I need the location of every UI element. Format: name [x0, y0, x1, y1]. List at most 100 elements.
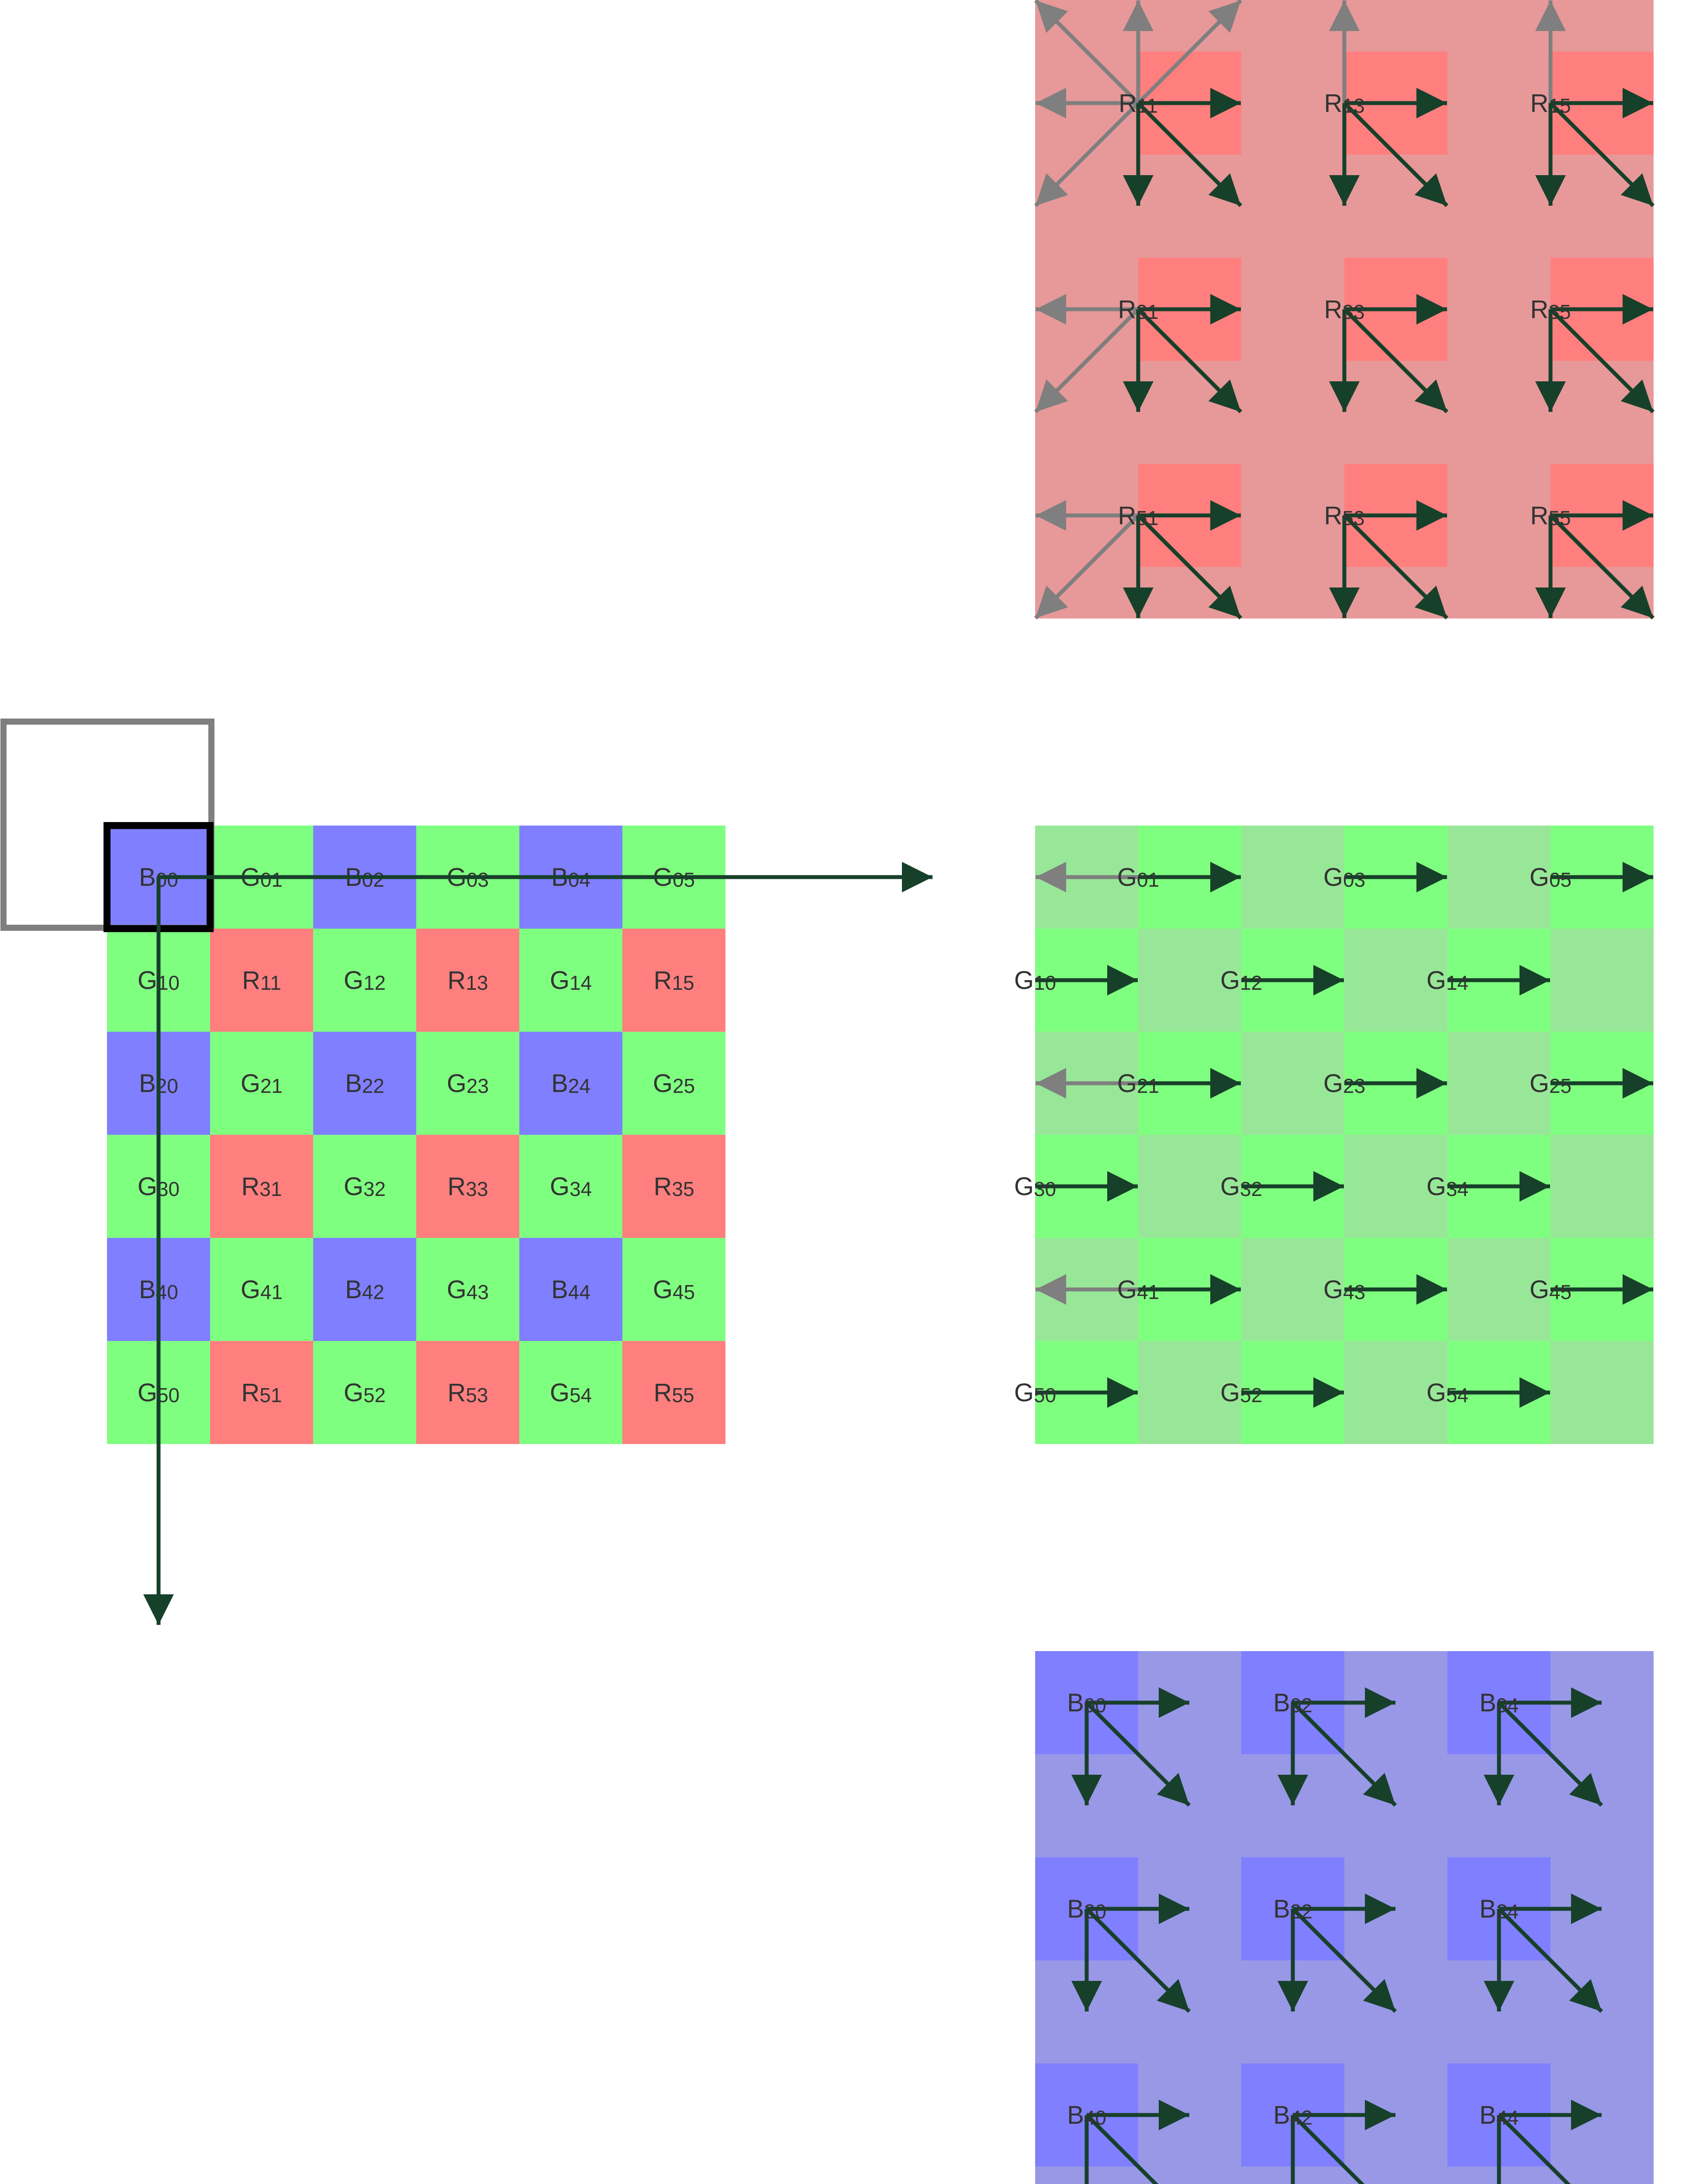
red-33-diagonal-arrow: [1343, 308, 1449, 414]
cell-index: 25: [673, 1075, 695, 1097]
blue-00-diagonal-arrow: [1085, 1701, 1191, 1807]
channel-letter: G: [344, 1172, 363, 1201]
red-upleft-neighbour-arrow: [1034, 0, 1140, 105]
cell-label-G50: G50: [1014, 1379, 1056, 1407]
cell-index: 01: [1137, 868, 1159, 891]
channel-letter: R: [653, 1172, 672, 1201]
cell-label-G45: G45: [1530, 1275, 1571, 1304]
cell-index: 44: [568, 1281, 591, 1303]
channel-letter: G: [447, 1069, 466, 1098]
cell-label-B20: B20: [1067, 1895, 1106, 1923]
channel-letter: R: [1530, 89, 1548, 117]
cell-label-R51: R51: [1118, 501, 1158, 530]
mosaic-cell-G34: [519, 1135, 622, 1238]
cell-index: 45: [673, 1281, 695, 1303]
cell-index: 51: [259, 1384, 282, 1406]
cell-label-B22: B22: [345, 1069, 384, 1098]
cell-index: 01: [260, 868, 283, 891]
channel-letter: G: [344, 1379, 363, 1407]
mosaic-cell-G41: [210, 1238, 313, 1341]
channel-letter: B: [1067, 2101, 1084, 2129]
cell-label-G43: G43: [447, 1275, 489, 1304]
cell-label-R31: R31: [241, 1172, 282, 1201]
cell-index: 52: [1240, 1384, 1262, 1406]
cell-index: 43: [466, 1281, 489, 1303]
cell-index: 55: [672, 1384, 694, 1406]
cell-index: 13: [1342, 94, 1364, 117]
channel-letter: G: [1117, 1275, 1137, 1304]
mosaic-cell-G21: [210, 1032, 313, 1135]
red-13-diagonal-arrow: [1343, 101, 1449, 207]
cell-index: 54: [570, 1384, 592, 1406]
cell-label-G10: G10: [138, 966, 180, 995]
cell-label-R35: R35: [1530, 295, 1571, 324]
channel-letter: G: [653, 1275, 673, 1304]
cell-label-G54: G54: [550, 1379, 592, 1407]
channel-letter: R: [447, 1379, 466, 1407]
cell-label-G34: G34: [550, 1172, 592, 1201]
cell-label-G41: G41: [241, 1275, 283, 1304]
mosaic-cell-R11: [210, 929, 313, 1032]
cell-label-G32: G32: [344, 1172, 386, 1201]
channel-letter: B: [1479, 1689, 1496, 1717]
channel-letter: G: [1014, 1172, 1034, 1201]
cell-label-B00: B00: [1067, 1689, 1106, 1717]
channel-letter: R: [1118, 501, 1136, 530]
cell-index: 35: [672, 1178, 694, 1200]
cell-index: 02: [1290, 1694, 1312, 1717]
cell-index: 32: [363, 1178, 386, 1200]
cell-label-G10: G10: [1014, 966, 1056, 995]
cell-index: 33: [466, 1178, 488, 1200]
channel-letter: G: [241, 1069, 260, 1098]
cell-index: 34: [570, 1178, 592, 1200]
channel-letter: R: [241, 1379, 259, 1407]
cell-index: 25: [1549, 1075, 1571, 1097]
cell-label-R15: R15: [1530, 89, 1571, 117]
cell-index: 42: [1290, 2106, 1312, 2129]
cell-index: 24: [1496, 1900, 1519, 1923]
channel-letter: G: [653, 1069, 673, 1098]
red-55-diagonal-arrow: [1549, 514, 1655, 620]
blue-20-diagonal-arrow: [1085, 1907, 1191, 2013]
channel-letter: R: [1324, 89, 1342, 117]
cell-index: 21: [260, 1075, 283, 1097]
blue-40-diagonal-arrow: [1085, 2113, 1159, 2184]
channel-letter: G: [1323, 863, 1343, 892]
channel-letter: B: [1067, 1895, 1084, 1923]
cell-label-B40: B40: [1067, 2101, 1106, 2129]
channel-letter: G: [1530, 863, 1549, 892]
cell-label-R13: R13: [1324, 89, 1364, 117]
cell-index: 30: [1034, 1178, 1056, 1200]
mosaic-cell-R51: [210, 1341, 313, 1444]
red-upright-neighbour-arrow: [1136, 0, 1243, 105]
mosaic-cell-G14: [519, 929, 622, 1032]
cell-label-B24: B24: [551, 1069, 591, 1098]
cell-label-R31: R31: [1118, 295, 1158, 324]
cell-index: 10: [1034, 971, 1056, 994]
cell-label-G30: G30: [1014, 1172, 1056, 1201]
mosaic-cell-R35: [622, 1135, 725, 1238]
cell-label-B02: B02: [1273, 1689, 1312, 1717]
red-51-diagonal-arrow: [1136, 514, 1243, 620]
channel-letter: R: [1119, 89, 1137, 117]
channel-letter: B: [139, 1275, 156, 1304]
channel-letter: R: [447, 1172, 466, 1201]
cell-label-B42: B42: [345, 1275, 384, 1304]
cell-label-B22: B22: [1273, 1895, 1312, 1923]
cell-index: 12: [1240, 971, 1262, 994]
channel-letter: B: [139, 863, 156, 892]
cell-index: 00: [1084, 1694, 1106, 1717]
blue-44-diagonal-arrow: [1497, 2113, 1571, 2184]
channel-letter: G: [550, 1379, 570, 1407]
cell-label-G45: G45: [653, 1275, 695, 1304]
mosaic-cell-G23: [416, 1032, 519, 1135]
cell-label-B44: B44: [1479, 2101, 1519, 2129]
cell-label-G23: G23: [1323, 1069, 1365, 1098]
cell-label-G21: G21: [1117, 1069, 1159, 1098]
channel-letter: R: [1324, 295, 1342, 324]
cell-label-G25: G25: [1530, 1069, 1571, 1098]
red-35-diagonal-arrow: [1549, 308, 1655, 414]
channel-letter: G: [1323, 1275, 1343, 1304]
